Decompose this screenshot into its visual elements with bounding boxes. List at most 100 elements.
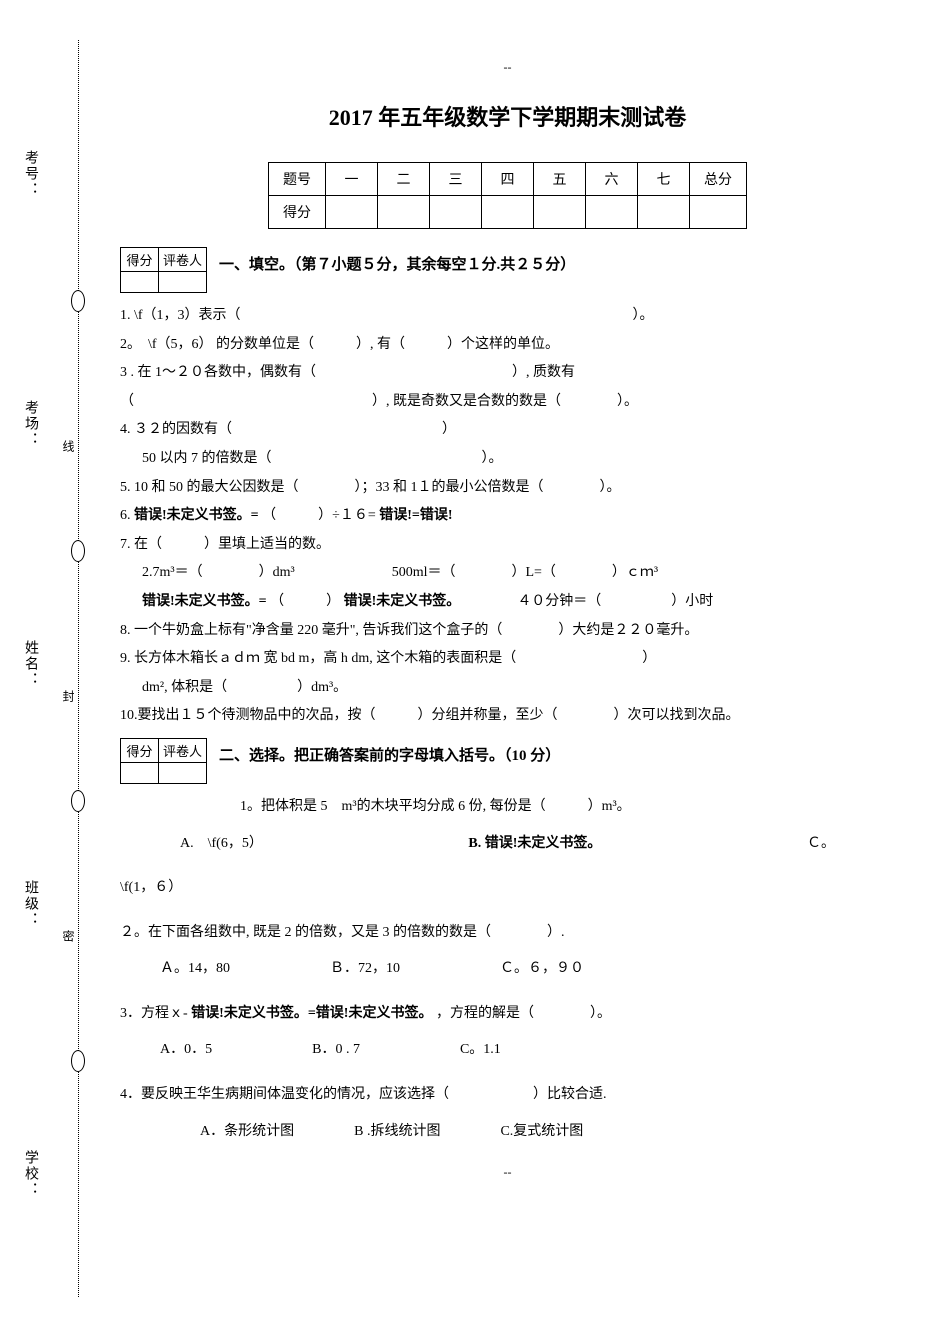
- top-dash: --: [120, 60, 895, 75]
- q7b2: 500ml＝（ ）L=（ ）ｃｍ³: [392, 565, 658, 580]
- s2-q3c: ，方程的解是（ ）。: [436, 1006, 611, 1021]
- binding-label-room: 考场：: [20, 400, 40, 448]
- q6a: 6.: [120, 508, 134, 523]
- opt-c: C。1.1: [460, 1037, 501, 1064]
- opt-c: C.复式统计图: [500, 1119, 583, 1146]
- binding-label-examno: 考号：: [20, 150, 40, 198]
- opt-b: B .拆线统计图: [354, 1119, 440, 1146]
- q7c3: 错误!未定义书签。: [344, 594, 461, 609]
- q4a: 4. ３２的因数有（ ）: [120, 417, 895, 444]
- page-title: 2017 年五年级数学下学期期末测试卷: [120, 100, 895, 132]
- q10: 10.要找出１５个待测物品中的次品，按（ ）分组并称量，至少（ ）次可以找到次品…: [120, 703, 895, 730]
- s2-q2-options: Ａ。14，80 Ｂ．72，10 Ｃ。６，９０: [120, 956, 895, 983]
- mini-cell: 评卷人: [159, 738, 207, 762]
- q6b: 错误!未定义书签。=: [134, 508, 259, 523]
- opt-a: A．条形统计图: [200, 1119, 294, 1146]
- s2-q1-options: A. \f(6，5） B. 错误!未定义书签。 Ｃ。: [120, 831, 895, 858]
- mini-cell: [159, 762, 207, 783]
- binding-dotted-line: [78, 40, 79, 1297]
- q7c1: 错误!未定义书签。=: [142, 594, 267, 609]
- seal-word-feng: 封: [60, 690, 77, 712]
- opt-b: Ｂ．72，10: [330, 956, 400, 983]
- binding-label-name: 姓名：: [20, 640, 40, 688]
- score-row-label: 得分: [269, 196, 326, 229]
- opt-b: B．0 . 7: [312, 1037, 360, 1064]
- q6d: 错误!=错误!: [379, 508, 452, 523]
- page-wrap: 考号： 考场： 姓名： 班级： 学校： 线 封 密 -- 2017 年五年级数学…: [0, 0, 945, 1337]
- score-header-cell: 四: [482, 163, 534, 196]
- s2-q1-tail: \f(1，６）: [120, 875, 895, 902]
- q6: 6. 错误!未定义书签。= （ ）÷１６= 错误!=错误!: [120, 503, 895, 530]
- q9b: dm², 体积是（ ）dm³。: [120, 675, 895, 702]
- opt-b: B. 错误!未定义书签。: [468, 831, 601, 858]
- section1-header: 得分评卷人 一、填空。（第７小题５分，其余每空１分.共２５分）: [120, 247, 895, 293]
- mini-cell: [121, 272, 159, 293]
- q6c: （ ）÷１６=: [262, 508, 376, 523]
- table-row: 得分: [269, 196, 747, 229]
- score-header-cell: 六: [586, 163, 638, 196]
- seal-word-line: 线: [60, 440, 77, 462]
- section1-questions: 1. \f（1，3）表示（ ）。 2。 \f（5，6） 的分数单位是（ ）, 有…: [120, 303, 895, 730]
- opt-a: A．0．5: [160, 1037, 212, 1064]
- q5: 5. 10 和 50 的最大公因数是（ ）；33 和 1１的最小公倍数是（ ）。: [120, 475, 895, 502]
- score-cell: [638, 196, 690, 229]
- score-header-cell: 二: [378, 163, 430, 196]
- binding-circle: [71, 790, 85, 812]
- opt-c: Ｃ。６，９０: [500, 956, 584, 983]
- score-header-cell: 总分: [690, 163, 747, 196]
- q3a: 3 . 在 1～２０各数中，偶数有（ ）, 质数有: [120, 360, 895, 387]
- score-cell: [378, 196, 430, 229]
- binding-circle: [71, 290, 85, 312]
- s2-q1: 1。把体积是 5 m³的木块平均分成 6 份, 每份是（ ）m³。: [120, 794, 895, 821]
- q8: 8. 一个牛奶盒上标有"净含量 220 毫升", 告诉我们这个盒子的（ ）大约是…: [120, 618, 895, 645]
- s2-q4-options: A．条形统计图 B .拆线统计图 C.复式统计图: [120, 1119, 895, 1146]
- q7b1: 2.7m³＝（ ）dm³: [142, 565, 295, 580]
- section2-heading: 二、选择。把正确答案前的字母填入括号。（10 分）: [120, 738, 895, 765]
- binding-circle: [71, 540, 85, 562]
- table-row: 题号 一 二 三 四 五 六 七 总分: [269, 163, 747, 196]
- s2-q4: 4．要反映王华生病期间体温变化的情况，应该选择（ ）比较合适.: [120, 1082, 895, 1109]
- score-header-cell: 七: [638, 163, 690, 196]
- q7c4: ４０分钟＝（ ）小时: [517, 594, 713, 609]
- section2-header: 得分评卷人 二、选择。把正确答案前的字母填入括号。（10 分）: [120, 738, 895, 784]
- binding-circle: [71, 1050, 85, 1072]
- score-table: 题号 一 二 三 四 五 六 七 总分 得分: [268, 162, 747, 229]
- seal-word-mi: 密: [60, 930, 77, 952]
- q7b: 2.7m³＝（ ）dm³ 500ml＝（ ）L=（ ）ｃｍ³: [120, 560, 895, 587]
- score-cell: [482, 196, 534, 229]
- s2-q3a: 3．方程ｘ-: [120, 1006, 188, 1021]
- q7a: 7. 在（ ）里填上适当的数。: [120, 532, 895, 559]
- q9a: 9. 长方体木箱长ａｄｍ 宽 bd m，高 h dm, 这个木箱的表面积是（ ）: [120, 646, 895, 673]
- mini-cell: 得分: [121, 738, 159, 762]
- score-cell: [690, 196, 747, 229]
- s2-q3: 3．方程ｘ- 错误!未定义书签。=错误!未定义书签。 ，方程的解是（ ）。: [120, 1001, 895, 1028]
- s2-q3-options: A．0．5 B．0 . 7 C。1.1: [120, 1037, 895, 1064]
- score-header-cell: 三: [430, 163, 482, 196]
- mini-cell: [159, 272, 207, 293]
- opt-c: Ｃ。: [807, 831, 835, 858]
- s2-q3b: 错误!未定义书签。=错误!未定义书签。: [191, 1006, 432, 1021]
- mini-cell: [121, 762, 159, 783]
- binding-strip: 考号： 考场： 姓名： 班级： 学校： 线 封 密: [0, 0, 110, 1337]
- score-cell: [326, 196, 378, 229]
- section1-heading: 一、填空。（第７小题５分，其余每空１分.共２５分）: [120, 247, 895, 274]
- q1: 1. \f（1，3）表示（ ）。: [120, 303, 895, 330]
- q3b: （ ）, 既是奇数又是合数的数是（ ）。: [120, 389, 895, 416]
- q7c2: （ ）: [270, 594, 340, 609]
- binding-label-class: 班级：: [20, 880, 40, 928]
- q7c: 错误!未定义书签。= （ ） 错误!未定义书签。 ４０分钟＝（ ）小时: [120, 589, 895, 616]
- mini-cell: 评卷人: [159, 248, 207, 272]
- content-area: -- 2017 年五年级数学下学期期末测试卷 题号 一 二 三 四 五 六 七 …: [110, 0, 945, 1337]
- score-cell: [534, 196, 586, 229]
- opt-a: A. \f(6，5）: [180, 831, 263, 858]
- score-header-cell: 一: [326, 163, 378, 196]
- score-cell: [586, 196, 638, 229]
- score-cell: [430, 196, 482, 229]
- binding-label-school: 学校：: [20, 1150, 40, 1198]
- q2: 2。 \f（5，6） 的分数单位是（ ）, 有（ ）个这样的单位。: [120, 332, 895, 359]
- footer-dash: --: [120, 1165, 895, 1180]
- section2-questions: 1。把体积是 5 m³的木块平均分成 6 份, 每份是（ ）m³。 A. \f(…: [120, 794, 895, 1145]
- mini-score-table: 得分评卷人: [120, 247, 207, 293]
- mini-cell: 得分: [121, 248, 159, 272]
- q4b: 50 以内 7 的倍数是（ ）。: [120, 446, 895, 473]
